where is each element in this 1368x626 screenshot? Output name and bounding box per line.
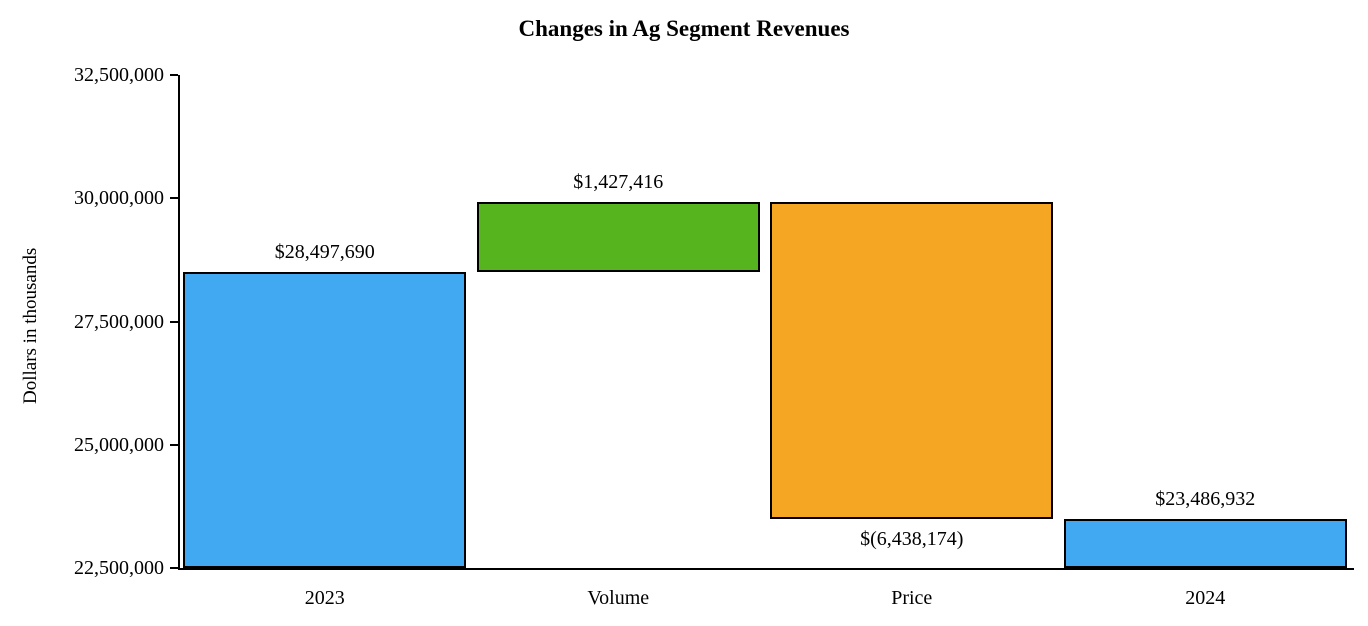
x-tick-label: Price	[891, 587, 933, 609]
bar-value-label: $1,427,416	[573, 170, 664, 193]
y-tick-label: 25,000,000	[74, 433, 164, 456]
bar-2023	[183, 272, 467, 568]
bar-value-label: $23,486,932	[1155, 488, 1256, 511]
plot-area	[178, 75, 1354, 570]
y-tick-label: 27,500,000	[74, 310, 164, 333]
y-tick-mark	[170, 74, 178, 76]
y-tick-label: 22,500,000	[74, 557, 164, 579]
y-tick-label: 32,500,000	[74, 64, 164, 86]
bar-volume	[476, 201, 760, 273]
bar-value-label: $(6,438,174)	[860, 528, 964, 551]
y-tick-mark	[170, 197, 178, 200]
bar-value-label: $28,497,690	[274, 241, 375, 264]
y-tick-mark	[170, 443, 178, 446]
x-tick-label: 2023	[304, 587, 345, 609]
x-tick-label: 2024	[1185, 587, 1226, 609]
bar-price	[770, 201, 1054, 520]
y-tick-label: 30,000,000	[74, 187, 164, 210]
y-tick-mark	[170, 320, 178, 323]
bar-2024	[1063, 519, 1347, 568]
y-tick-mark	[170, 567, 178, 569]
x-tick-label: Volume	[587, 587, 650, 609]
chart-title: Changes in Ag Segment Revenues	[518, 16, 850, 41]
